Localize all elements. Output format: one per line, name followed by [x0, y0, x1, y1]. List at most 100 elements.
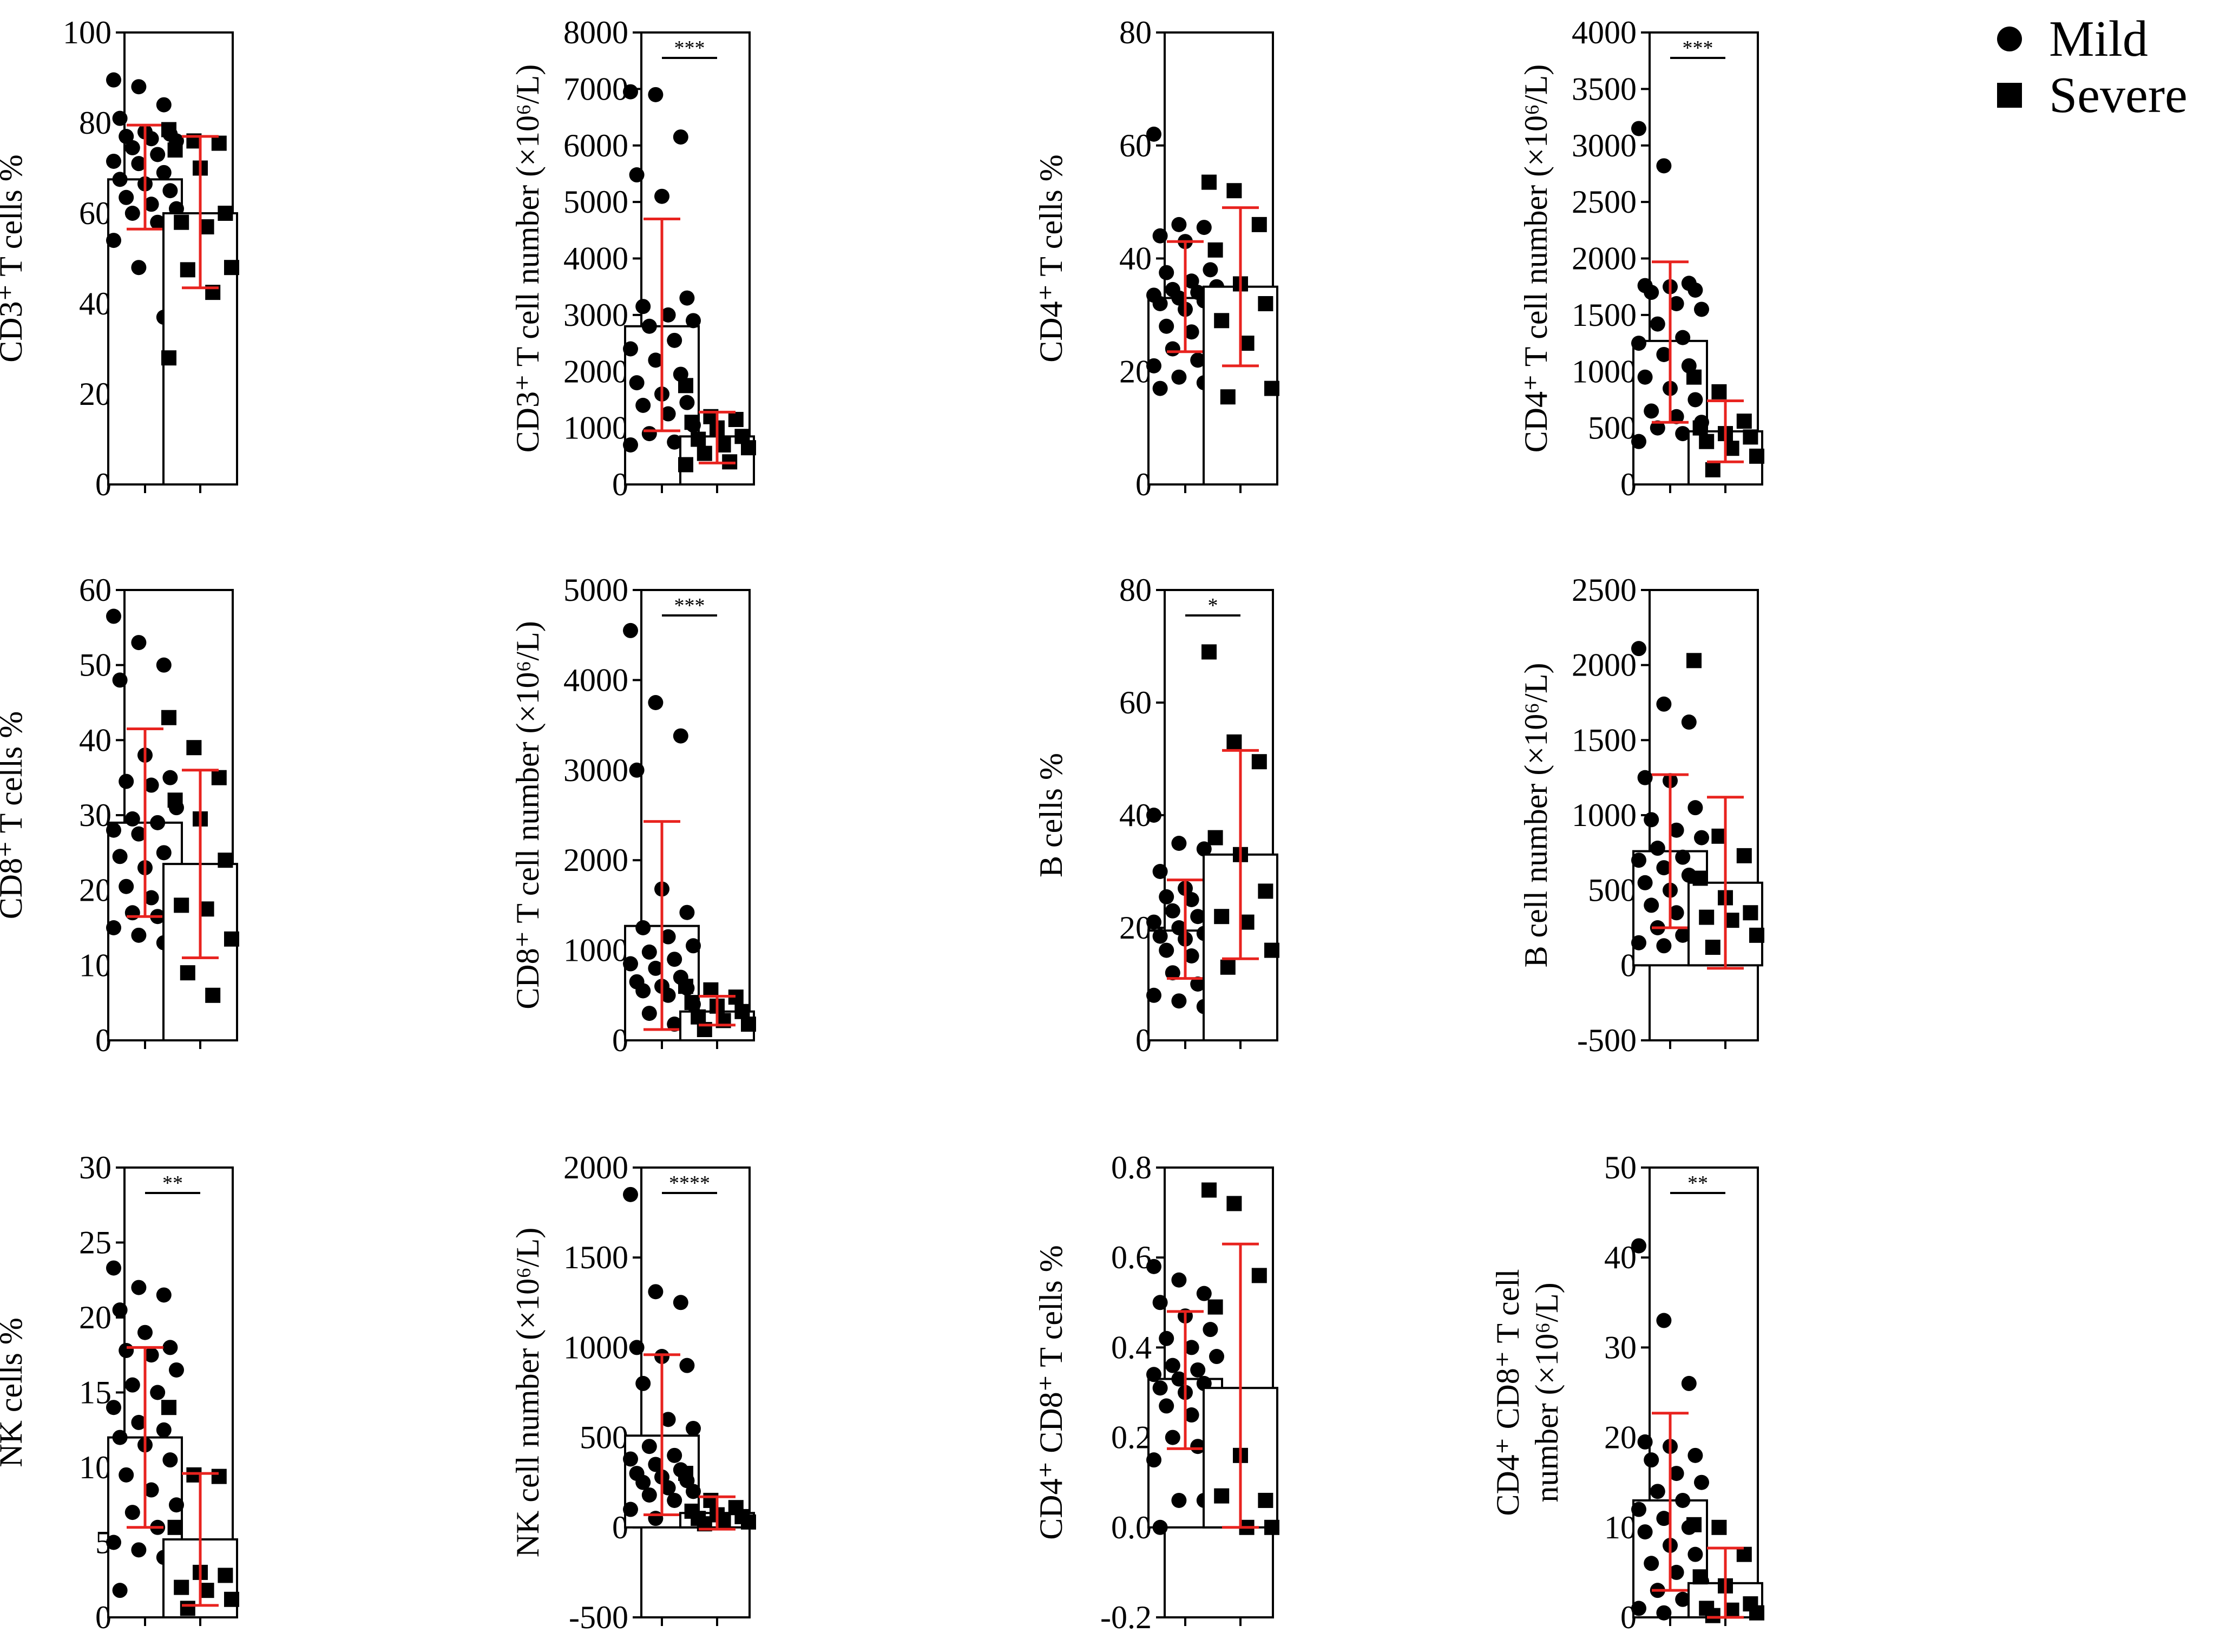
point-mild [131, 1280, 147, 1295]
y-tick-label: 3000 [563, 752, 628, 788]
point-mild [1203, 262, 1218, 278]
significance-label: * [1208, 594, 1218, 617]
point-mild [1184, 1340, 1199, 1355]
point-mild [1631, 1238, 1646, 1254]
y-tick-label: 2000 [1572, 647, 1637, 683]
point-mild [1681, 714, 1697, 730]
point-mild [1190, 1362, 1206, 1378]
y-tick-label: 0.0 [1111, 1510, 1152, 1545]
y-tick-label: 1000 [563, 933, 628, 968]
point-mild [1637, 875, 1653, 890]
point-mild [1165, 965, 1180, 981]
point-mild [679, 395, 695, 410]
point-mild [1644, 285, 1659, 300]
point-mild [1681, 1375, 1697, 1391]
point-mild [629, 167, 645, 183]
y-tick-label: 0.4 [1111, 1329, 1152, 1365]
point-mild [1687, 1546, 1703, 1562]
y-tick-label: 20 [1604, 1420, 1637, 1456]
point-mild [1152, 1380, 1168, 1396]
point-mild [1694, 830, 1709, 845]
y-tick-label: 2000 [563, 842, 628, 878]
y-tick-label: 25 [79, 1225, 111, 1261]
point-mild [1637, 1434, 1653, 1450]
point-mild [1146, 914, 1161, 930]
point-mild [119, 1467, 134, 1483]
plot-frame [640, 1166, 751, 1618]
y-axis-label: CD8⁺ T cells % [0, 711, 29, 919]
point-severe [1692, 420, 1708, 436]
point-mild [686, 938, 701, 954]
point-mild [660, 406, 676, 422]
point-severe [678, 378, 693, 394]
point-severe [1226, 734, 1242, 750]
point-mild [143, 1482, 159, 1498]
point-mild [124, 1505, 140, 1520]
y-axis-label: B cells % [1033, 753, 1069, 877]
point-mild [1669, 822, 1684, 838]
y-tick-label: 1500 [1572, 297, 1637, 333]
point-severe [1251, 754, 1267, 770]
y-tick-label: 1000 [1572, 797, 1637, 833]
point-mild [1165, 341, 1180, 357]
point-mild [1146, 358, 1161, 373]
point-mild [156, 1287, 172, 1303]
point-severe [174, 897, 189, 913]
point-mild [119, 189, 134, 205]
point-mild [131, 156, 147, 172]
y-tick-label: 2500 [1572, 572, 1637, 608]
significance-label: ** [162, 1172, 183, 1195]
point-mild [143, 196, 159, 212]
point-mild [623, 622, 638, 638]
point-mild [667, 1492, 682, 1508]
point-mild [1675, 426, 1691, 442]
point-severe [1201, 174, 1217, 190]
point-mild [1165, 1430, 1180, 1445]
y-tick-label: 80 [1119, 572, 1152, 608]
point-mild [1152, 228, 1168, 244]
point-mild [1687, 392, 1703, 408]
point-severe [1743, 905, 1758, 921]
point-severe [218, 853, 233, 868]
point-mild [106, 920, 121, 935]
y-tick-label: 30 [79, 797, 111, 833]
point-mild [623, 341, 638, 357]
point-severe [1201, 1182, 1217, 1198]
point-mild [1159, 942, 1174, 958]
point-mild [667, 332, 682, 348]
y-tick-label: 50 [79, 647, 111, 683]
point-severe [1214, 313, 1230, 329]
point-mild [673, 728, 688, 744]
point-mild [635, 299, 651, 314]
point-severe [1207, 1299, 1223, 1315]
point-mild [623, 1451, 638, 1467]
point-mild [1675, 849, 1691, 865]
point-mild [1190, 1439, 1206, 1454]
point-mild [131, 260, 147, 276]
point-mild [1171, 920, 1187, 935]
y-tick-label: -500 [569, 1599, 628, 1635]
point-mild [124, 811, 140, 827]
legend-item-severe: Severe [1997, 67, 2188, 123]
y-axis-label: NK cells % [0, 1317, 29, 1467]
point-mild [1687, 282, 1703, 298]
point-severe [1711, 384, 1727, 399]
point-mild [1656, 346, 1672, 362]
point-mild [1631, 121, 1646, 136]
point-severe [1220, 389, 1236, 405]
point-mild [623, 1502, 638, 1517]
point-mild [1159, 1330, 1174, 1346]
legend-item-mild: Mild [1997, 11, 2188, 67]
y-tick-label: 4000 [563, 241, 628, 277]
point-mild [667, 1447, 682, 1463]
point-mild [635, 920, 651, 935]
point-severe [697, 445, 712, 461]
point-mild [673, 129, 688, 145]
point-severe [218, 206, 233, 221]
point-mild [1196, 1286, 1212, 1301]
point-mild [648, 87, 664, 102]
y-tick-label: 2000 [1572, 241, 1637, 277]
point-mild [1171, 1492, 1187, 1508]
